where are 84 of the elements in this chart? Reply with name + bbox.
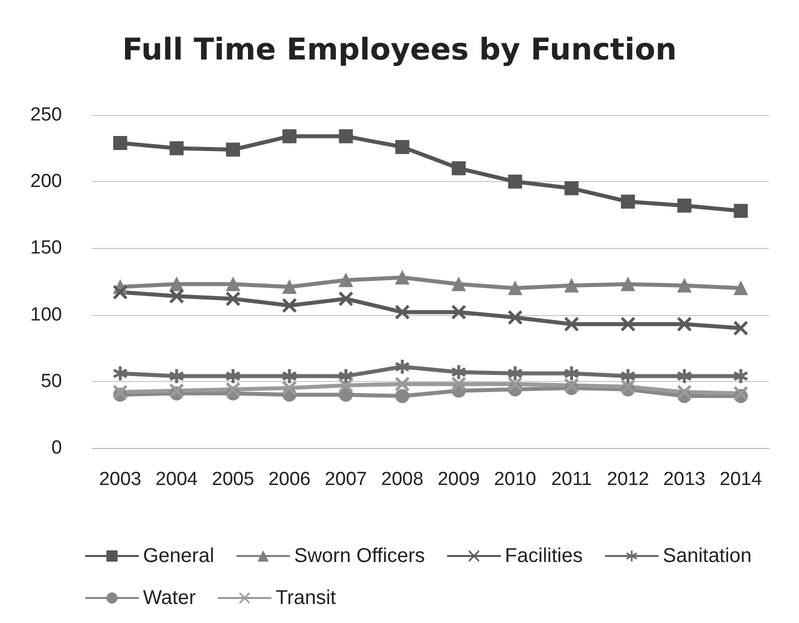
point <box>282 280 296 294</box>
point <box>395 270 410 285</box>
x-tick-label: 2006 <box>268 469 311 490</box>
point <box>282 369 296 384</box>
y-tick-label: 250 <box>30 104 62 126</box>
point <box>452 161 466 176</box>
point <box>564 378 579 392</box>
x-tick-label: 2014 <box>720 469 762 490</box>
point <box>620 380 635 394</box>
point <box>677 317 692 332</box>
point <box>452 377 466 392</box>
x-tick-label: 2008 <box>381 469 424 490</box>
y-tick-label: 100 <box>30 304 62 326</box>
point <box>734 321 748 336</box>
point <box>677 369 692 384</box>
point <box>564 278 579 292</box>
point <box>226 142 240 157</box>
legend-label: Transit <box>276 587 336 609</box>
x-tick-label: 2003 <box>99 469 142 490</box>
point <box>734 204 748 218</box>
point <box>226 382 240 396</box>
point <box>282 381 296 396</box>
y-tick-label: 200 <box>30 171 62 192</box>
point <box>338 129 353 144</box>
legend-label: General <box>143 545 214 567</box>
x-tick-label: 2013 <box>663 469 706 490</box>
point <box>113 366 128 380</box>
point <box>338 369 353 384</box>
point <box>452 365 466 380</box>
point <box>395 360 410 374</box>
point <box>677 278 692 292</box>
point <box>508 281 522 296</box>
point <box>620 277 635 292</box>
legend-label: Sworn Officers <box>294 545 425 567</box>
point <box>452 277 466 292</box>
point <box>338 273 353 288</box>
point <box>620 369 635 384</box>
x-tick-label: 2010 <box>494 469 536 490</box>
point <box>620 317 635 332</box>
legend-label: Facilities <box>504 545 583 567</box>
x-tick-label: 2011 <box>551 469 592 490</box>
point <box>395 377 410 392</box>
point <box>734 281 748 296</box>
point <box>170 289 184 304</box>
point <box>113 285 128 300</box>
point <box>734 386 748 400</box>
point <box>564 181 579 196</box>
point <box>564 366 579 380</box>
point <box>282 129 296 144</box>
chart-title: Full Time Employees by Function <box>122 32 677 68</box>
y-tick-label: 150 <box>30 238 62 259</box>
point <box>170 384 184 398</box>
x-tick-label: 2007 <box>324 469 368 490</box>
point <box>170 141 184 156</box>
y-tick-label: 50 <box>40 370 62 392</box>
point <box>564 317 579 332</box>
point <box>620 194 635 209</box>
x-tick-label: 2005 <box>212 469 254 490</box>
point <box>677 385 692 400</box>
point <box>226 369 240 384</box>
point <box>395 389 410 404</box>
point <box>734 369 748 384</box>
point <box>282 298 296 312</box>
point <box>395 305 410 320</box>
x-tick-label: 2009 <box>438 469 480 490</box>
x-tick-label: 2004 <box>155 469 198 490</box>
point <box>452 305 466 320</box>
x-tick-label: 2012 <box>606 469 650 490</box>
point <box>338 292 353 306</box>
point <box>113 136 128 150</box>
legend-label: Sanitation <box>662 545 752 567</box>
point <box>508 174 522 189</box>
point <box>113 385 128 400</box>
point <box>508 377 522 392</box>
point <box>508 310 522 324</box>
point <box>226 277 240 292</box>
point <box>395 140 410 154</box>
y-tick-label: 0 <box>51 438 62 458</box>
point <box>677 198 692 213</box>
point <box>170 369 184 384</box>
point <box>508 366 522 380</box>
point <box>226 292 240 306</box>
point <box>338 378 353 392</box>
legend-label: Water <box>143 587 196 609</box>
